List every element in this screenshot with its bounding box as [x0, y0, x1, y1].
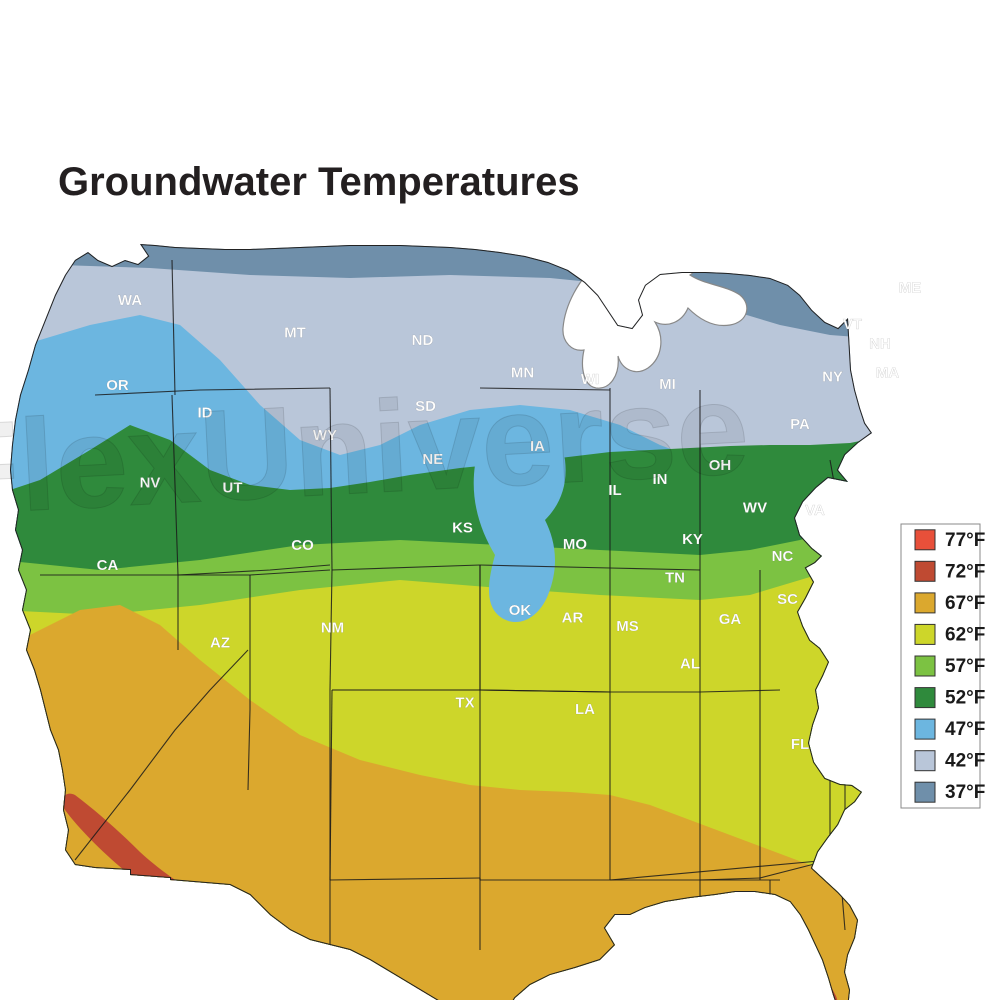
- svg-text:47°F: 47°F: [945, 719, 985, 740]
- svg-text:72°F: 72°F: [945, 561, 985, 582]
- svg-text:57°F: 57°F: [945, 656, 985, 677]
- svg-text:67°F: 67°F: [945, 593, 985, 614]
- svg-text:52°F: 52°F: [945, 688, 985, 709]
- svg-text:77°F: 77°F: [945, 530, 985, 551]
- svg-text:42°F: 42°F: [945, 751, 985, 772]
- svg-text:62°F: 62°F: [945, 624, 985, 645]
- svg-text:37°F: 37°F: [945, 782, 985, 803]
